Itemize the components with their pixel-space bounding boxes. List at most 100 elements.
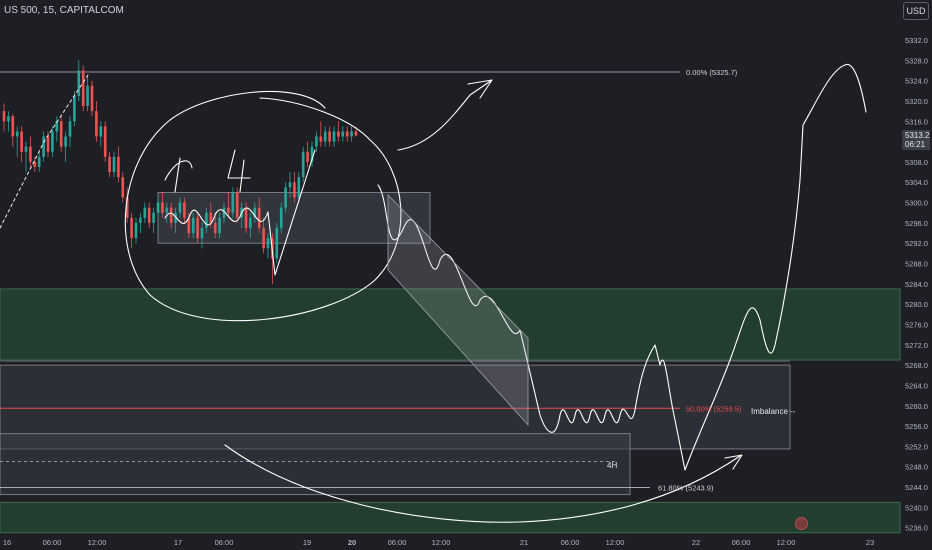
y-tick-label: 5264.0 bbox=[905, 381, 928, 390]
y-tick-label: 5256.0 bbox=[905, 422, 928, 431]
candle-body bbox=[20, 131, 23, 152]
y-tick-label: 5320.0 bbox=[905, 97, 928, 106]
four-sign bbox=[227, 149, 251, 193]
4h-zone bbox=[0, 433, 631, 496]
candle-body bbox=[112, 156, 116, 173]
candle-body bbox=[257, 207, 261, 228]
currency-button[interactable]: USD bbox=[903, 2, 929, 20]
candle-body bbox=[81, 70, 85, 107]
candle-body bbox=[209, 212, 213, 223]
candle-body bbox=[2, 111, 6, 122]
projected-path bbox=[377, 64, 867, 471]
fib-618-label: 61.80% (5243.9) bbox=[658, 484, 714, 493]
candle-body bbox=[86, 85, 89, 107]
candle-body bbox=[262, 227, 265, 249]
y-tick-label: 5300.0 bbox=[905, 199, 928, 208]
y-tick-label: 5280.0 bbox=[905, 300, 928, 309]
candle-body bbox=[235, 192, 239, 218]
candle-body bbox=[24, 146, 28, 152]
dollar-sign bbox=[164, 157, 193, 193]
candle-body bbox=[90, 85, 94, 112]
candle-body bbox=[117, 156, 120, 178]
candle-body bbox=[249, 217, 252, 228]
x-tick-label: 23 bbox=[866, 538, 874, 547]
candle-body bbox=[73, 95, 76, 122]
candle-body bbox=[46, 136, 50, 152]
y-tick-label: 5240.0 bbox=[905, 503, 928, 512]
y-tick-label: 5272.0 bbox=[905, 341, 928, 350]
candle-body bbox=[345, 131, 349, 137]
candle-body bbox=[169, 207, 173, 223]
last-price-label: 5313.2 06:21 bbox=[902, 130, 930, 150]
x-tick-label: 21 bbox=[520, 538, 528, 547]
y-tick-label: 5244.0 bbox=[905, 483, 928, 492]
candle-body bbox=[174, 212, 177, 223]
dashed-trend-line bbox=[0, 74, 89, 229]
candle-body bbox=[297, 177, 301, 198]
x-tick-label: 16 bbox=[3, 538, 11, 547]
candle-body bbox=[77, 70, 81, 96]
y-tick-label: 5252.0 bbox=[905, 442, 928, 451]
candle-body bbox=[328, 131, 331, 142]
candle-body bbox=[33, 161, 37, 167]
candle-body bbox=[178, 202, 182, 213]
y-tick-label: 5248.0 bbox=[905, 463, 928, 472]
last-price-value: 5313.2 bbox=[905, 131, 930, 140]
x-tick-label: 17 bbox=[174, 538, 182, 547]
candle-body bbox=[231, 192, 235, 213]
candle-body bbox=[200, 227, 204, 239]
candle-body bbox=[125, 197, 129, 218]
x-tick-label: 12:00 bbox=[777, 538, 796, 547]
candle-body bbox=[191, 217, 195, 234]
candle-body bbox=[156, 202, 160, 213]
candle-body bbox=[15, 131, 19, 137]
candle-body bbox=[310, 146, 314, 162]
candle-body bbox=[205, 212, 208, 228]
x-tick-label: 06:00 bbox=[388, 538, 407, 547]
candle-body bbox=[165, 207, 169, 213]
x-tick-label: 06:00 bbox=[215, 538, 234, 547]
y-tick-label: 5260.0 bbox=[905, 402, 928, 411]
candle-body bbox=[275, 227, 279, 259]
x-tick-label: 12:00 bbox=[606, 538, 625, 547]
candle-body bbox=[152, 212, 155, 223]
candle-body bbox=[134, 222, 138, 239]
y-tick-label: 5332.0 bbox=[905, 36, 928, 45]
candle-body bbox=[354, 131, 358, 136]
lower-demand-zone bbox=[0, 501, 901, 534]
y-tick-label: 5284.0 bbox=[905, 280, 928, 289]
candle-body bbox=[284, 187, 287, 208]
y-tick-label: 5316.0 bbox=[905, 117, 928, 126]
candle-body bbox=[51, 131, 54, 152]
y-tick-label: 5328.0 bbox=[905, 56, 928, 65]
candle-body bbox=[227, 207, 230, 213]
candle-body bbox=[350, 131, 353, 137]
candle-body bbox=[108, 156, 111, 173]
y-tick-label: 5304.0 bbox=[905, 178, 928, 187]
candle-body bbox=[130, 217, 133, 239]
candle-body bbox=[139, 217, 142, 223]
candle-body bbox=[253, 207, 257, 218]
candle-body bbox=[183, 202, 186, 218]
candle-body bbox=[319, 136, 323, 142]
candle-body bbox=[161, 202, 164, 213]
y-tick-label: 5268.0 bbox=[905, 361, 928, 370]
target-arrow bbox=[397, 79, 493, 151]
candle-body bbox=[332, 131, 336, 142]
descending-channel bbox=[387, 194, 529, 427]
imbalance-label: Imbalance -- bbox=[751, 407, 796, 416]
candle-body bbox=[147, 207, 151, 223]
candle-body bbox=[337, 131, 340, 137]
candle-body bbox=[59, 121, 63, 147]
candle-body bbox=[103, 126, 107, 157]
candle-body bbox=[99, 126, 103, 137]
candle-body bbox=[323, 131, 327, 142]
candle-body bbox=[341, 131, 345, 137]
candle-body bbox=[68, 121, 72, 137]
y-tick-label: 5296.0 bbox=[905, 219, 928, 228]
x-tick-label: 12:00 bbox=[432, 538, 451, 547]
y-tick-label: 5292.0 bbox=[905, 239, 928, 248]
flag-icon[interactable] bbox=[795, 517, 808, 530]
